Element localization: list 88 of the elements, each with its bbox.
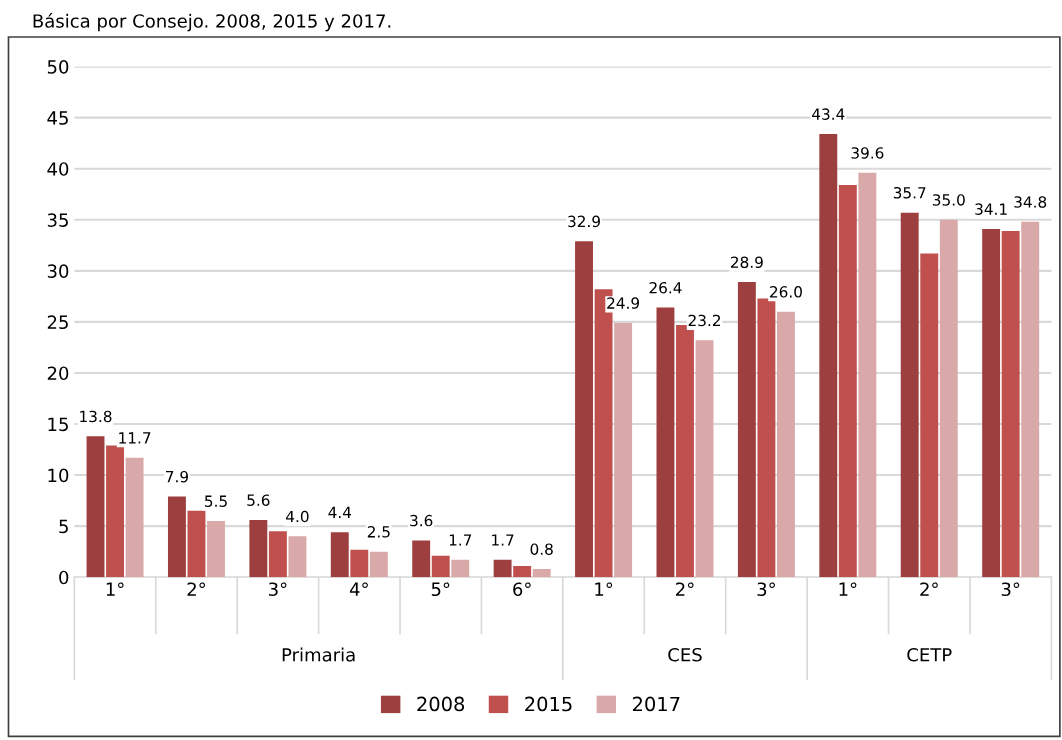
y-tick-label: 20 (47, 366, 69, 381)
data-label: 39.6 (851, 147, 884, 159)
bar (167, 496, 186, 578)
bar (493, 559, 512, 578)
bar (939, 219, 958, 578)
bar (268, 531, 287, 578)
x-tick-label: 2° (187, 582, 206, 596)
legend-label: 2008 (417, 696, 465, 712)
x-tick-label: 4° (349, 582, 368, 596)
text: CETP (907, 647, 952, 662)
bar (106, 445, 125, 578)
data-label: 26.4 (649, 281, 682, 294)
x-tick-label: 1° (106, 582, 124, 596)
bar (187, 510, 206, 578)
y-tick-label: 30 (47, 264, 69, 278)
bar (695, 340, 714, 578)
text: Primaria (282, 647, 355, 662)
bar (1001, 231, 1020, 578)
x-tick-label: 3° (1001, 582, 1020, 597)
x-tick-label: 5° (431, 582, 450, 597)
data-label: 13.8 (80, 410, 112, 423)
bar (614, 322, 633, 578)
bar (737, 282, 756, 578)
bar (900, 212, 919, 578)
data-label: 1.7 (449, 534, 472, 546)
x-tick-label: 1° (595, 582, 613, 596)
text: CES (668, 647, 702, 662)
data-label: 11.7 (119, 432, 151, 444)
bar (288, 536, 307, 578)
data-label: 7.9 (166, 470, 188, 483)
bar (838, 185, 857, 578)
data-label: 43.4 (812, 108, 845, 120)
bar (776, 311, 795, 578)
data-label: 4.0 (286, 510, 309, 523)
data-label: 24.9 (607, 297, 640, 309)
data-label: 34.1 (975, 203, 1007, 215)
legend-label: 2017 (633, 696, 680, 712)
x-tick-label: 3° (757, 582, 775, 597)
bar (249, 520, 268, 578)
data-label: 2.5 (367, 526, 390, 538)
y-tick-label: 5 (59, 519, 68, 534)
bar (920, 253, 939, 578)
data-label: 0.8 (530, 543, 553, 555)
bar (451, 559, 470, 578)
bar (125, 457, 144, 578)
y-tick-label: 0 (59, 570, 69, 585)
legend-label: 2015 (525, 696, 572, 712)
bar (412, 540, 431, 578)
bar (86, 436, 105, 578)
data-label: 3.6 (410, 514, 433, 527)
bar (858, 172, 877, 578)
x-tick-label: 1° (839, 582, 857, 596)
bar (532, 569, 551, 578)
x-tick-label: 3° (269, 582, 287, 597)
bar (656, 307, 675, 578)
bar (369, 551, 388, 578)
y-tick-label: 10 (48, 468, 69, 483)
bar (350, 549, 369, 578)
y-tick-label: 50 (47, 60, 69, 74)
data-label: 35.0 (932, 194, 965, 206)
bar (431, 555, 450, 578)
data-label: 26.0 (770, 286, 802, 298)
data-label: 28.9 (730, 256, 763, 268)
y-tick-label: 25 (47, 315, 68, 330)
y-tick-label: 40 (47, 162, 69, 176)
bar (513, 565, 532, 578)
data-label: 4.4 (328, 506, 352, 518)
data-label: 34.8 (1014, 196, 1047, 208)
x-tick-label: 2° (676, 582, 694, 596)
bar (207, 521, 225, 578)
chart-title: Básica por Consejo. 2008, 2015 y 2017. (33, 13, 391, 32)
data-label: 1.7 (492, 534, 514, 546)
bar (1021, 221, 1040, 578)
x-tick-label: 6° (513, 582, 531, 597)
y-tick-label: 45 (47, 111, 68, 125)
y-tick-label: 35 (47, 213, 68, 227)
bar (330, 532, 349, 578)
bar (819, 134, 838, 578)
bar (982, 228, 1001, 578)
y-tick-label: 15 (48, 417, 68, 432)
data-label: 35.7 (893, 187, 926, 199)
data-label: 32.9 (568, 215, 600, 228)
data-label: 23.2 (688, 314, 721, 327)
x-tick-label: 2° (920, 582, 938, 596)
bar (575, 241, 593, 578)
data-label: 5.6 (247, 494, 270, 506)
data-label: 5.5 (205, 495, 227, 507)
bar (757, 298, 776, 578)
